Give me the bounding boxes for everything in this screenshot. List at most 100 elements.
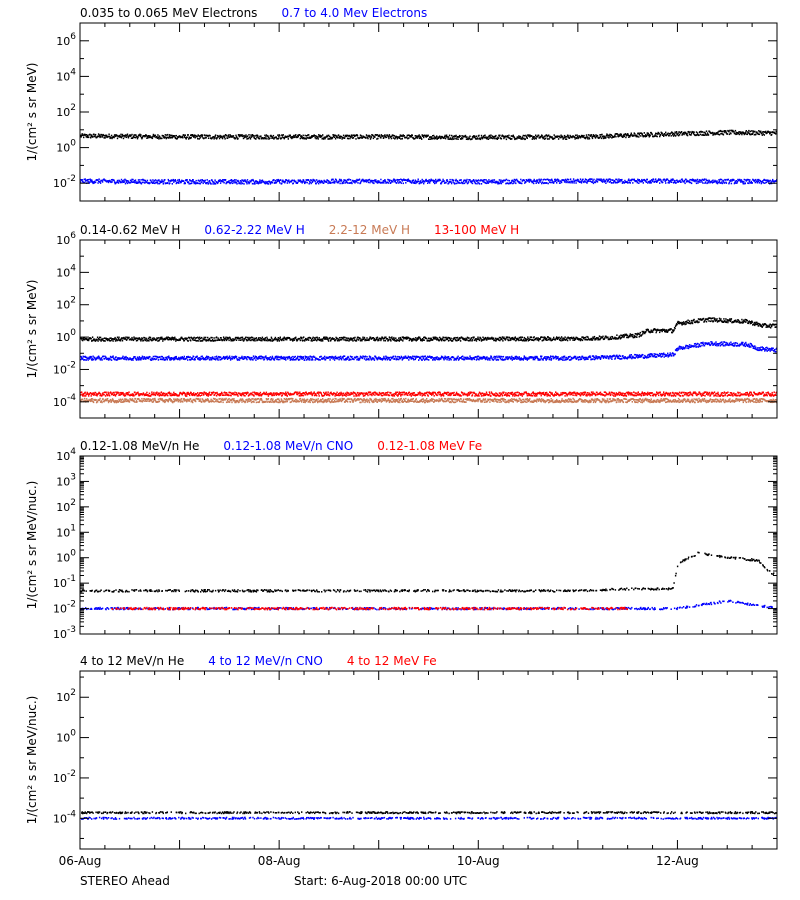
point bbox=[302, 137, 304, 140]
point bbox=[454, 336, 456, 339]
point bbox=[483, 181, 485, 183]
point bbox=[115, 356, 117, 358]
point bbox=[335, 179, 337, 181]
point bbox=[665, 330, 667, 333]
point bbox=[151, 136, 153, 139]
point bbox=[170, 180, 172, 182]
point bbox=[430, 339, 432, 341]
point bbox=[717, 181, 720, 184]
point bbox=[548, 138, 550, 140]
point bbox=[538, 134, 540, 137]
point bbox=[535, 137, 537, 140]
point bbox=[690, 182, 693, 185]
point bbox=[132, 359, 134, 361]
point bbox=[693, 131, 695, 133]
point bbox=[141, 136, 144, 139]
point bbox=[570, 336, 573, 339]
point bbox=[254, 340, 256, 342]
point bbox=[372, 180, 375, 182]
point bbox=[243, 356, 245, 358]
point bbox=[240, 357, 242, 360]
point bbox=[224, 338, 227, 340]
point bbox=[343, 179, 346, 182]
point bbox=[252, 355, 255, 357]
point bbox=[760, 182, 762, 185]
point bbox=[576, 134, 578, 136]
point bbox=[306, 359, 308, 361]
point bbox=[82, 357, 84, 360]
point bbox=[415, 137, 417, 139]
point bbox=[432, 135, 434, 137]
point bbox=[235, 339, 238, 341]
point bbox=[253, 183, 255, 185]
point bbox=[349, 355, 352, 358]
point bbox=[399, 134, 401, 136]
point bbox=[715, 180, 717, 183]
point bbox=[81, 338, 83, 340]
point bbox=[122, 180, 124, 183]
point bbox=[442, 357, 445, 360]
point bbox=[447, 336, 449, 339]
point bbox=[751, 182, 753, 184]
point bbox=[527, 178, 529, 181]
point bbox=[116, 179, 119, 182]
point bbox=[276, 338, 278, 340]
point bbox=[360, 180, 362, 183]
point bbox=[525, 134, 527, 137]
point bbox=[393, 179, 396, 181]
point bbox=[420, 357, 422, 360]
point bbox=[557, 180, 559, 182]
point bbox=[645, 181, 647, 183]
point bbox=[598, 335, 601, 337]
point bbox=[550, 337, 552, 340]
point bbox=[130, 137, 133, 139]
point bbox=[271, 337, 273, 340]
point bbox=[119, 338, 121, 341]
point bbox=[620, 337, 623, 339]
point bbox=[341, 138, 343, 140]
point bbox=[228, 136, 231, 138]
point bbox=[599, 337, 602, 340]
point bbox=[101, 181, 104, 183]
point bbox=[445, 134, 448, 137]
point bbox=[551, 136, 553, 138]
point bbox=[124, 182, 127, 185]
point bbox=[352, 137, 355, 139]
point bbox=[125, 355, 127, 358]
point bbox=[330, 182, 332, 184]
point bbox=[399, 339, 401, 341]
point bbox=[146, 356, 148, 359]
point bbox=[429, 180, 431, 183]
point bbox=[556, 338, 559, 340]
point bbox=[532, 180, 534, 182]
point bbox=[743, 132, 745, 134]
point bbox=[553, 180, 555, 183]
point bbox=[156, 136, 158, 138]
point bbox=[165, 136, 167, 139]
point bbox=[114, 340, 117, 342]
point bbox=[126, 180, 128, 182]
point bbox=[530, 338, 532, 341]
point bbox=[619, 336, 621, 339]
point bbox=[467, 339, 470, 342]
point bbox=[744, 182, 746, 184]
point bbox=[738, 133, 741, 136]
point bbox=[129, 182, 131, 184]
point bbox=[702, 134, 705, 136]
point bbox=[333, 338, 335, 340]
point bbox=[304, 359, 306, 361]
point bbox=[365, 134, 368, 136]
point bbox=[106, 338, 108, 340]
point bbox=[680, 181, 682, 183]
point bbox=[81, 134, 83, 137]
point bbox=[723, 182, 726, 184]
point bbox=[83, 356, 85, 358]
point bbox=[472, 136, 474, 139]
point bbox=[259, 179, 261, 181]
point bbox=[407, 178, 409, 181]
point bbox=[628, 136, 630, 138]
point bbox=[428, 181, 430, 183]
point bbox=[406, 136, 408, 139]
point bbox=[336, 337, 338, 340]
point bbox=[264, 338, 266, 340]
